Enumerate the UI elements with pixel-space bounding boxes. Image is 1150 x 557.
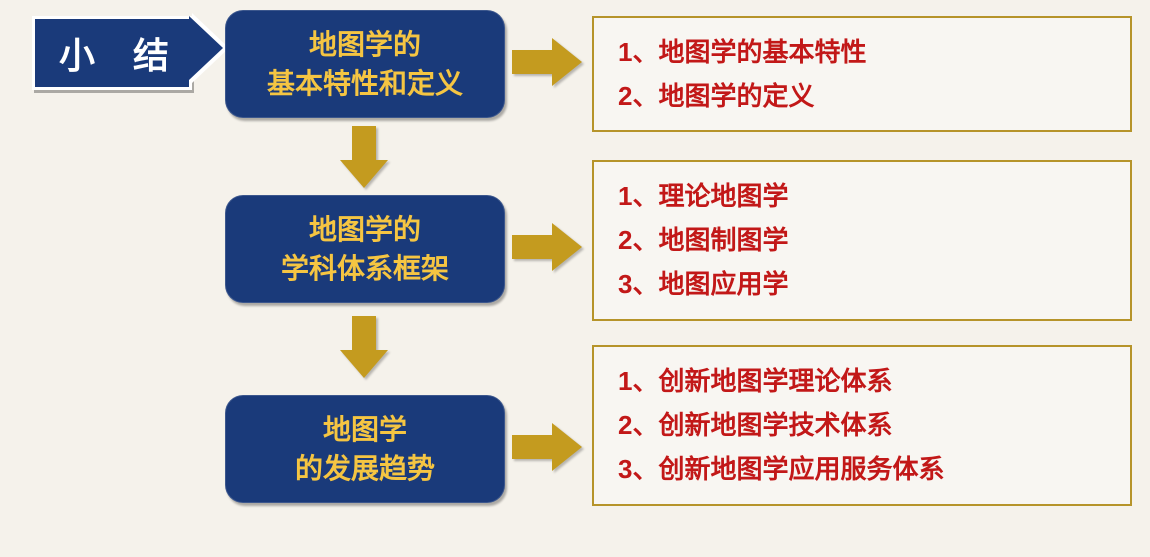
arrow-right-icon xyxy=(512,423,582,471)
arrow-down-icon xyxy=(340,126,388,188)
detail-item: 1、创新地图学理论体系 xyxy=(618,359,1106,403)
arrow-down-icon xyxy=(340,316,388,378)
topic-line: 的发展趋势 xyxy=(234,449,496,488)
detail-item: 2、地图制图学 xyxy=(618,218,1106,262)
topic-line: 地图学 xyxy=(234,410,496,449)
detail-box-2: 1、理论地图学 2、地图制图学 3、地图应用学 xyxy=(592,160,1132,321)
summary-label: 小 结 xyxy=(32,16,192,90)
arrow-right-icon xyxy=(512,223,582,271)
topic-box-2: 地图学的 学科体系框架 xyxy=(225,195,505,303)
detail-box-1: 1、地图学的基本特性 2、地图学的定义 xyxy=(592,16,1132,132)
detail-item: 3、创新地图学应用服务体系 xyxy=(618,447,1106,491)
detail-item: 2、地图学的定义 xyxy=(618,74,1106,118)
topic-box-3: 地图学 的发展趋势 xyxy=(225,395,505,503)
topic-line: 地图学的 xyxy=(234,25,496,64)
topic-box-1: 地图学的 基本特性和定义 xyxy=(225,10,505,118)
arrow-right-icon xyxy=(512,38,582,86)
topic-line: 地图学的 xyxy=(234,210,496,249)
topic-line: 基本特性和定义 xyxy=(234,64,496,103)
detail-item: 3、地图应用学 xyxy=(618,262,1106,306)
detail-item: 1、理论地图学 xyxy=(618,174,1106,218)
detail-item: 2、创新地图学技术体系 xyxy=(618,403,1106,447)
detail-box-3: 1、创新地图学理论体系 2、创新地图学技术体系 3、创新地图学应用服务体系 xyxy=(592,345,1132,506)
detail-item: 1、地图学的基本特性 xyxy=(618,30,1106,74)
topic-line: 学科体系框架 xyxy=(234,249,496,288)
